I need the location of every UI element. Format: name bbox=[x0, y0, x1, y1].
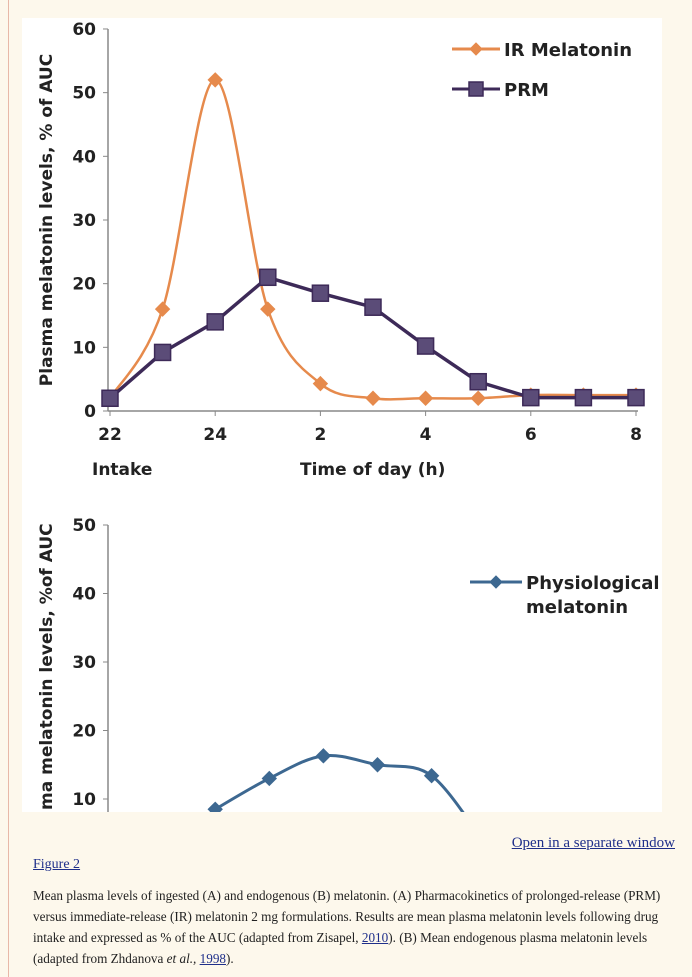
data-point bbox=[154, 301, 171, 317]
data-point bbox=[207, 801, 223, 817]
y-tick-label-a: 40 bbox=[72, 147, 96, 167]
legend-marker bbox=[489, 575, 503, 589]
data-point bbox=[260, 301, 276, 317]
data-point bbox=[364, 298, 382, 316]
legend-label: PRM bbox=[504, 80, 549, 101]
ref-link-2010[interactable]: 2010 bbox=[361, 930, 389, 945]
x-tick-label-a: 2 bbox=[314, 425, 326, 445]
figure-caption: Mean plasma levels of ingested (A) and e… bbox=[33, 885, 673, 969]
data-point bbox=[627, 388, 645, 407]
caption-etal: et al., bbox=[166, 951, 197, 966]
series-line-ir-melatonin bbox=[108, 78, 636, 401]
legend-marker bbox=[468, 81, 484, 97]
data-point bbox=[574, 388, 593, 407]
x-axis-title-a: Time of day (h) bbox=[300, 460, 445, 480]
y-tick-label-a: 60 bbox=[72, 20, 96, 40]
caption-text: ). (B) Mean endogenous plasma melatonin … bbox=[33, 930, 648, 966]
ref-link-1998[interactable]: 1998 bbox=[199, 951, 226, 966]
data-point bbox=[259, 268, 277, 287]
y-axis-title-a: Plasma melatonin levels, % of AUC bbox=[37, 54, 57, 386]
y-tick-label-a: 50 bbox=[72, 84, 96, 104]
data-point bbox=[153, 343, 172, 362]
data-point bbox=[312, 375, 329, 392]
y-tick-label-b: 20 bbox=[72, 722, 96, 742]
data-point bbox=[261, 770, 278, 787]
legend-label: Physiological bbox=[526, 573, 660, 594]
open-separate-window-link[interactable]: Open in a separate window bbox=[511, 835, 675, 851]
y-axis-title-b: ma melatonin levels, %of AUC bbox=[37, 523, 57, 810]
data-point bbox=[423, 768, 440, 784]
caption-text: Mean plasma levels of ingested (A) and e… bbox=[33, 888, 661, 945]
data-point bbox=[522, 388, 540, 407]
data-point bbox=[311, 284, 330, 302]
series-line-prm bbox=[108, 275, 636, 400]
series-line-physiological bbox=[214, 753, 487, 846]
data-point bbox=[207, 72, 223, 88]
y-tick-label-a: 30 bbox=[72, 211, 96, 231]
y-tick-label-a: 20 bbox=[72, 275, 96, 295]
data-point bbox=[470, 390, 486, 406]
data-point bbox=[206, 313, 224, 331]
y-tick-label-a: 0 bbox=[84, 402, 96, 422]
x-label-intake: Intake bbox=[92, 460, 152, 480]
y-tick-label-a: 10 bbox=[72, 338, 96, 358]
data-point bbox=[315, 748, 332, 764]
legend-label: IR Melatonin bbox=[504, 40, 632, 61]
x-tick-label-a: 24 bbox=[203, 425, 227, 445]
data-point bbox=[417, 390, 434, 406]
data-point bbox=[369, 757, 386, 773]
y-tick-label-b: 40 bbox=[72, 585, 96, 605]
data-point bbox=[416, 337, 435, 355]
x-tick-label-a: 8 bbox=[630, 425, 642, 445]
figure-image: 0 10 20 30 40 50 60 22 24 2 4 6 8 Intake Time of day (… bbox=[22, 18, 662, 853]
legend-marker bbox=[469, 42, 483, 56]
x-tick-label-a: 22 bbox=[98, 425, 122, 445]
caption-text: ). bbox=[226, 951, 234, 966]
y-tick-label-b: 50 bbox=[72, 516, 96, 536]
y-tick-label-b: 30 bbox=[72, 653, 96, 673]
figure-link[interactable]: Figure 2 bbox=[33, 857, 81, 872]
x-tick-label-a: 6 bbox=[525, 425, 537, 445]
x-tick-label-a: 4 bbox=[420, 425, 432, 445]
data-point bbox=[469, 372, 487, 391]
left-border bbox=[8, 0, 9, 977]
y-tick-label-b: 10 bbox=[72, 790, 96, 810]
data-point bbox=[101, 389, 119, 408]
legend-label: melatonin bbox=[526, 597, 628, 618]
data-point bbox=[365, 390, 381, 406]
